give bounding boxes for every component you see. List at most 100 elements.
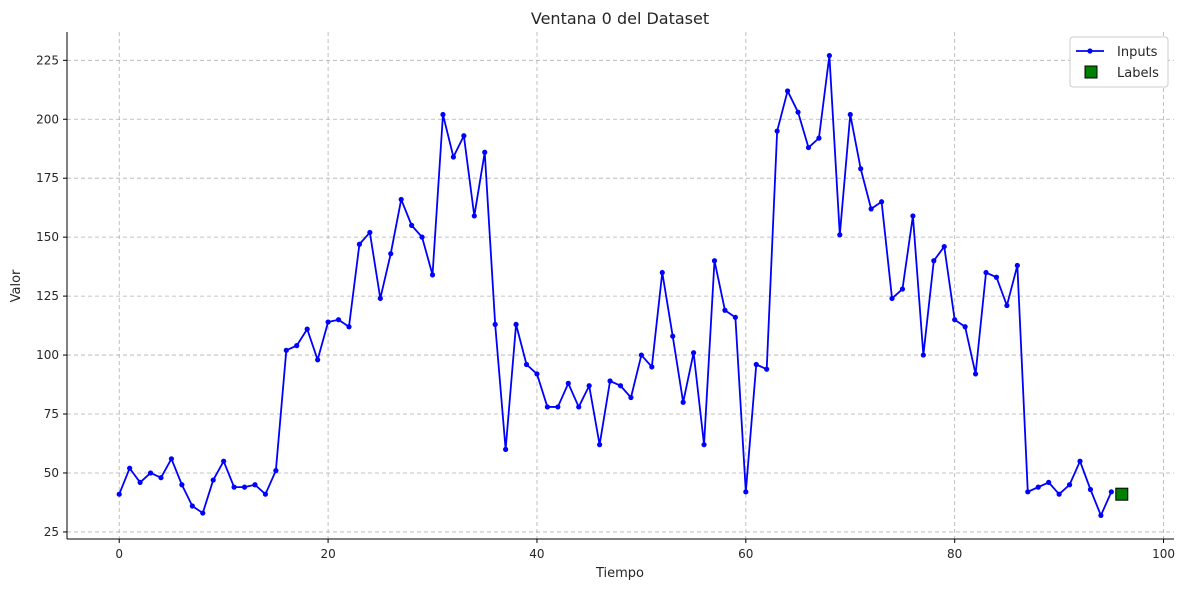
- inputs-point: [597, 442, 603, 448]
- y-tick-label: 50: [44, 466, 59, 480]
- inputs-point: [252, 482, 258, 488]
- inputs-point: [784, 88, 791, 94]
- inputs-point: [294, 343, 300, 349]
- inputs-point: [941, 243, 947, 250]
- inputs-point: [1098, 512, 1104, 519]
- inputs-point: [931, 258, 937, 264]
- inputs-point: [889, 295, 895, 302]
- inputs-point: [555, 404, 561, 410]
- inputs-point: [1108, 489, 1114, 495]
- inputs-point: [858, 166, 864, 172]
- tick-labels: 0 20 40 60 80 100 25 50 75 100 125 150 175 200 225: [36, 53, 1175, 561]
- inputs-point: [189, 503, 195, 509]
- inputs-point: [544, 404, 550, 410]
- y-tick-label: 225: [36, 53, 59, 67]
- inputs-point: [847, 111, 853, 118]
- x-tick-label: 20: [320, 547, 335, 561]
- inputs-point: [816, 135, 822, 141]
- inputs-point: [1056, 491, 1062, 497]
- inputs-point: [221, 458, 227, 464]
- inputs-point: [1004, 302, 1010, 309]
- axes: [63, 32, 1174, 543]
- inputs-point: [147, 470, 154, 476]
- inputs-point: [878, 199, 885, 205]
- y-tick-label: 200: [36, 112, 59, 126]
- inputs-point: [722, 307, 728, 313]
- inputs-point: [409, 222, 415, 228]
- inputs-point: [315, 357, 321, 363]
- grid-lines: [67, 32, 1174, 539]
- inputs-point: [680, 399, 686, 405]
- x-tick-label: 80: [947, 547, 962, 561]
- inputs-point: [1046, 479, 1052, 486]
- inputs-point: [920, 352, 926, 358]
- chart-title: Ventana 0 del Dataset: [531, 9, 709, 28]
- inputs-point: [471, 213, 477, 219]
- inputs-point: [753, 361, 759, 368]
- inputs-point: [565, 380, 571, 386]
- legend-labels-marker: [1084, 65, 1098, 79]
- x-tick-label: 40: [529, 547, 544, 561]
- series-layer: [116, 52, 1129, 519]
- inputs-point: [617, 383, 624, 389]
- x-axis-title: Tiempo: [595, 566, 644, 581]
- inputs-point: [586, 383, 592, 389]
- inputs-point: [346, 324, 352, 330]
- legend: Inputs Labels: [1069, 36, 1169, 88]
- inputs-point: [1066, 482, 1073, 488]
- inputs-point: [899, 286, 906, 292]
- legend-inputs-label: Inputs: [1117, 45, 1158, 60]
- inputs-point: [576, 404, 582, 410]
- x-tick-label: 60: [738, 547, 753, 561]
- inputs-point: [701, 442, 707, 448]
- y-tick-label: 125: [36, 289, 59, 303]
- inputs-point: [200, 510, 206, 516]
- inputs-point: [137, 479, 143, 486]
- inputs-point: [952, 317, 958, 323]
- inputs-point: [910, 213, 916, 219]
- y-tick-label: 75: [44, 407, 59, 421]
- y-tick-label: 25: [44, 525, 59, 539]
- inputs-point: [607, 378, 613, 384]
- inputs-point: [993, 274, 1000, 280]
- y-tick-label: 100: [36, 348, 59, 362]
- y-tick-label: 175: [36, 171, 59, 185]
- labels-point: [1115, 487, 1129, 501]
- inputs-point: [523, 361, 530, 368]
- inputs-point: [628, 394, 634, 401]
- inputs-point: [450, 154, 457, 160]
- inputs-point: [158, 475, 164, 481]
- inputs-point: [513, 321, 519, 328]
- inputs-point: [1014, 262, 1020, 269]
- inputs-point: [868, 206, 874, 212]
- inputs-point: [1087, 486, 1094, 493]
- y-tick-label: 150: [36, 230, 59, 244]
- inputs-point: [398, 196, 404, 203]
- inputs-point: [304, 326, 310, 332]
- inputs-point: [732, 314, 738, 320]
- inputs-point: [837, 232, 843, 238]
- inputs-point: [231, 484, 237, 490]
- inputs-point: [649, 364, 655, 370]
- inputs-point: [962, 324, 968, 330]
- inputs-point: [419, 234, 425, 240]
- inputs-point: [503, 446, 509, 452]
- inputs-point: [335, 317, 342, 323]
- inputs-point: [691, 350, 697, 356]
- inputs-point: [1077, 458, 1083, 464]
- inputs-point: [711, 258, 718, 264]
- inputs-point: [826, 52, 832, 59]
- inputs-point: [670, 333, 676, 339]
- inputs-point: [168, 456, 175, 462]
- inputs-point: [638, 352, 644, 358]
- inputs-point: [241, 484, 248, 490]
- inputs-point: [429, 272, 436, 278]
- inputs-series-line: [118, 54, 1113, 517]
- inputs-point: [795, 109, 801, 115]
- inputs-point: [983, 269, 989, 276]
- inputs-point: [492, 321, 498, 328]
- inputs-point: [743, 489, 749, 495]
- inputs-point: [377, 295, 383, 302]
- inputs-point: [262, 491, 269, 497]
